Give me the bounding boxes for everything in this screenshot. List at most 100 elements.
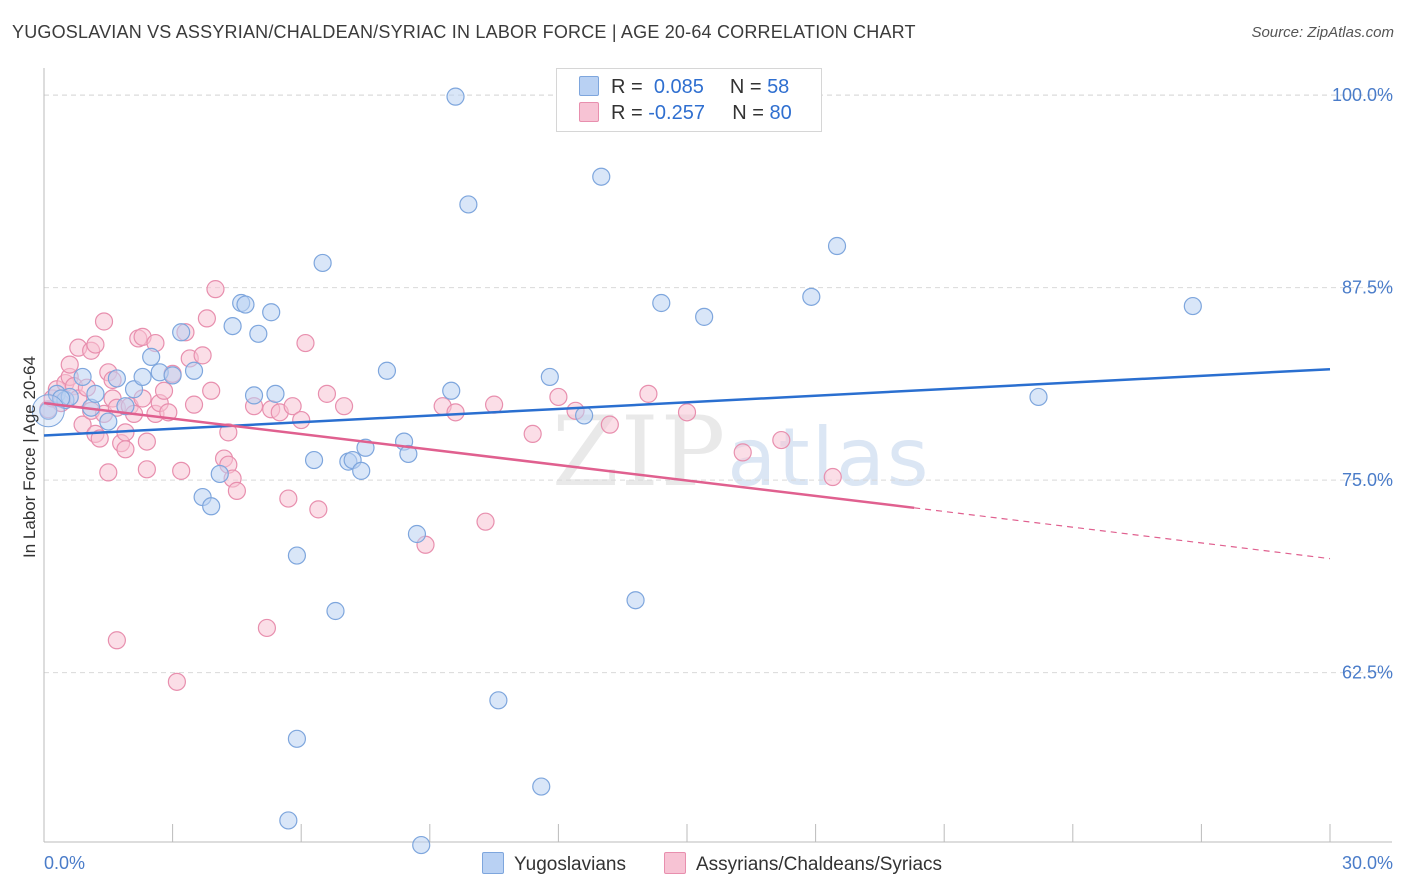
data-point-assyrians [90,429,109,448]
data-point-assyrians [197,309,216,328]
data-point-yugoslavians [262,303,281,322]
data-point-yugoslavians [1029,387,1048,407]
data-point-yugoslavians [459,195,478,214]
data-point-yugoslavians [540,367,559,387]
data-point-assyrians [60,355,79,374]
data-point-assyrians [677,403,697,422]
data-point-yugoslavians [73,367,92,387]
data-point-yugoslavians [52,389,71,408]
data-point-assyrians [137,460,156,479]
legend-row-assyrians: R = -0.257 N = 80 [579,102,792,124]
data-point-assyrians [279,489,298,508]
data-point-assyrians [296,333,315,353]
data-point-yugoslavians [442,381,461,400]
y-axis-label: In Labor Force | Age 20-64 [20,356,39,558]
data-point-yugoslavians [304,450,324,470]
data-point-assyrians [733,443,752,462]
correlation-legend: R = 0.085 N = 58 R = -0.257 N = 80 [556,68,822,132]
bottom-legend-swatch-pink [664,852,686,874]
data-point-yugoslavians [827,236,847,256]
data-point-assyrians [549,387,568,407]
data-point-yugoslavians [575,406,594,425]
x-tick-label: 0.0% [44,853,85,873]
data-point-assyrians [172,461,191,480]
data-point-yugoslavians [244,386,264,405]
data-point-yugoslavians [279,811,298,830]
data-point-assyrians [94,312,114,331]
data-point-yugoslavians [326,601,345,621]
data-point-assyrians [446,403,465,422]
data-point-yugoslavians [210,464,229,484]
legend-n-value: 80 [769,102,792,124]
data-point-assyrians [116,440,135,459]
data-point-assyrians [219,423,238,442]
data-point-assyrians [257,618,277,638]
data-point-assyrians [107,631,126,650]
data-point-yugoslavians [99,412,118,431]
legend-r-value: -0.257 [648,102,705,124]
chart-title: YUGOSLAVIAN VS ASSYRIAN/CHALDEAN/SYRIAC … [12,22,916,42]
data-point-assyrians [193,346,212,365]
data-point-yugoslavians [313,253,332,273]
data-point-yugoslavians [124,380,144,399]
data-point-yugoslavians [287,546,307,565]
data-point-assyrians [334,397,354,416]
data-point-yugoslavians [532,777,551,796]
data-point-assyrians [184,395,204,414]
data-point-yugoslavians [802,287,821,306]
data-point-assyrians [154,381,174,400]
data-point-yugoslavians [133,367,152,387]
data-point-yugoslavians [31,394,65,428]
data-point-assyrians [86,335,105,354]
trend-line-assyrians [43,401,915,510]
legend-n-label: N = [732,102,764,124]
trend-line-yugoslavians [43,367,1331,437]
data-point-assyrians [823,467,842,487]
data-point-assyrians [600,415,619,434]
data-point-yugoslavians [86,384,105,403]
data-point-yugoslavians [116,397,135,416]
y-tick-label: 75.0% [1342,470,1393,490]
data-point-yugoslavians [1183,296,1202,316]
data-point-assyrians [639,384,658,403]
data-point-yugoslavians [266,384,285,403]
data-point-yugoslavians [489,691,508,710]
trend-lines [43,367,1331,560]
data-point-assyrians [283,397,302,416]
data-point-assyrians [317,384,337,403]
data-point-assyrians [167,672,186,691]
series-yugoslavians-points [31,87,1202,855]
data-point-yugoslavians [407,524,427,544]
bottom-legend-yugoslavians: Yugoslavians [482,852,626,876]
y-tick-label: 100.0% [1332,85,1393,105]
bottom-legend-label: Assyrians/Chaldeans/Syriacs [696,854,943,875]
x-tick-label: 30.0% [1342,853,1393,873]
data-point-yugoslavians [592,167,611,186]
data-point-yugoslavians [163,366,182,385]
data-point-yugoslavians [399,444,418,464]
data-point-yugoslavians [184,361,204,380]
data-point-yugoslavians [377,361,397,380]
data-point-yugoslavians [223,317,242,336]
data-point-yugoslavians [695,307,714,326]
data-point-yugoslavians [39,401,58,420]
y-tick-label: 62.5% [1342,663,1393,683]
data-point-assyrians [206,280,225,299]
legend-r-label: R = [611,102,643,124]
data-point-assyrians [202,381,221,400]
source-label: Source: ZipAtlas.com [1251,24,1394,41]
data-point-yugoslavians [107,369,126,388]
trend-line-assyrians-extrapolated [914,507,1331,560]
data-point-yugoslavians [172,323,191,342]
gridlines [44,94,1392,674]
bottom-legend-swatch-blue [482,852,504,874]
data-point-assyrians [309,500,328,519]
data-point-yugoslavians [446,87,465,106]
data-point-yugoslavians [412,835,431,855]
data-point-yugoslavians [287,729,307,748]
legend-r-label: R = [611,76,643,98]
data-point-yugoslavians [352,461,371,480]
y-tick-label: 87.5% [1342,278,1393,298]
axes [43,68,1392,843]
